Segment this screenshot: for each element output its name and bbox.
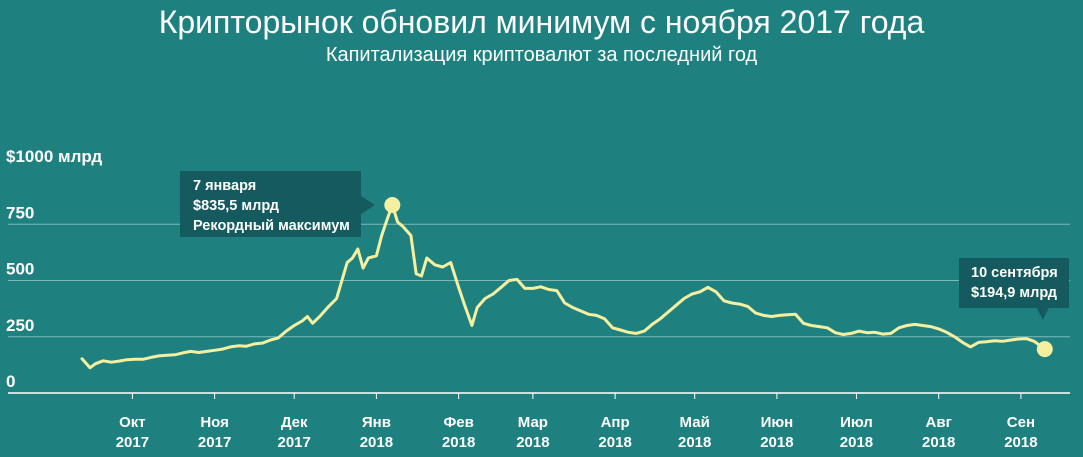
peak-annotation-text: 7 января [193, 178, 256, 194]
y-tick-label: 0 [6, 372, 15, 391]
peak-annotation-text: $835,5 млрд [193, 198, 279, 214]
x-tick-year: 2017 [116, 434, 149, 451]
x-tick-year: 2018 [760, 434, 793, 451]
x-tick-month: Янв [362, 414, 391, 431]
x-tick-year: 2018 [678, 434, 711, 451]
series-line [80, 203, 1047, 370]
x-tick-month: Фев [443, 414, 473, 431]
latest-annotation-pointer [1036, 308, 1049, 320]
x-tick-month: Сен [1007, 414, 1035, 431]
x-tick-month: Ноя [200, 414, 229, 431]
peak-annotation-pointer [361, 196, 375, 215]
peak-annotation-text: Рекордный максимум [193, 218, 350, 234]
x-tick-year: 2017 [198, 434, 231, 451]
y-tick-label: 500 [6, 260, 34, 279]
x-tick-month: Июл [840, 414, 873, 431]
chart-title: Крипторынок обновил минимум с ноября 201… [158, 4, 925, 40]
x-tick-month: Май [680, 414, 710, 431]
chart-subtitle: Капитализация криптовалют за последний г… [325, 44, 758, 66]
peak-marker [384, 197, 401, 214]
x-tick-year: 2018 [1004, 434, 1037, 451]
x-tick-month: Авг [926, 414, 952, 431]
x-tick-year: 2018 [922, 434, 955, 451]
x-tick-year: 2018 [840, 434, 873, 451]
x-tick-year: 2017 [277, 434, 310, 451]
x-tick-year: 2018 [598, 434, 631, 451]
x-tick-year: 2018 [516, 434, 549, 451]
x-tick-month: Июн [761, 414, 794, 431]
x-tick-month: Мар [518, 414, 548, 431]
x-tick-month: Дек [281, 414, 308, 431]
latest-annotation-text: $194,9 млрд [971, 285, 1057, 301]
peak-annotation-box [180, 171, 361, 237]
latest-marker [1036, 341, 1053, 358]
y-tick-label: $1000 млрд [6, 147, 102, 166]
y-tick-label: 750 [6, 203, 34, 222]
x-tick-month: Апр [601, 414, 630, 431]
latest-annotation-box [959, 258, 1069, 308]
y-tick-label: 250 [6, 316, 34, 335]
x-tick-year: 2018 [360, 434, 393, 451]
latest-annotation-text: 10 сентября [971, 265, 1058, 281]
x-tick-year: 2018 [442, 434, 475, 451]
x-tick-month: Окт [119, 414, 146, 431]
